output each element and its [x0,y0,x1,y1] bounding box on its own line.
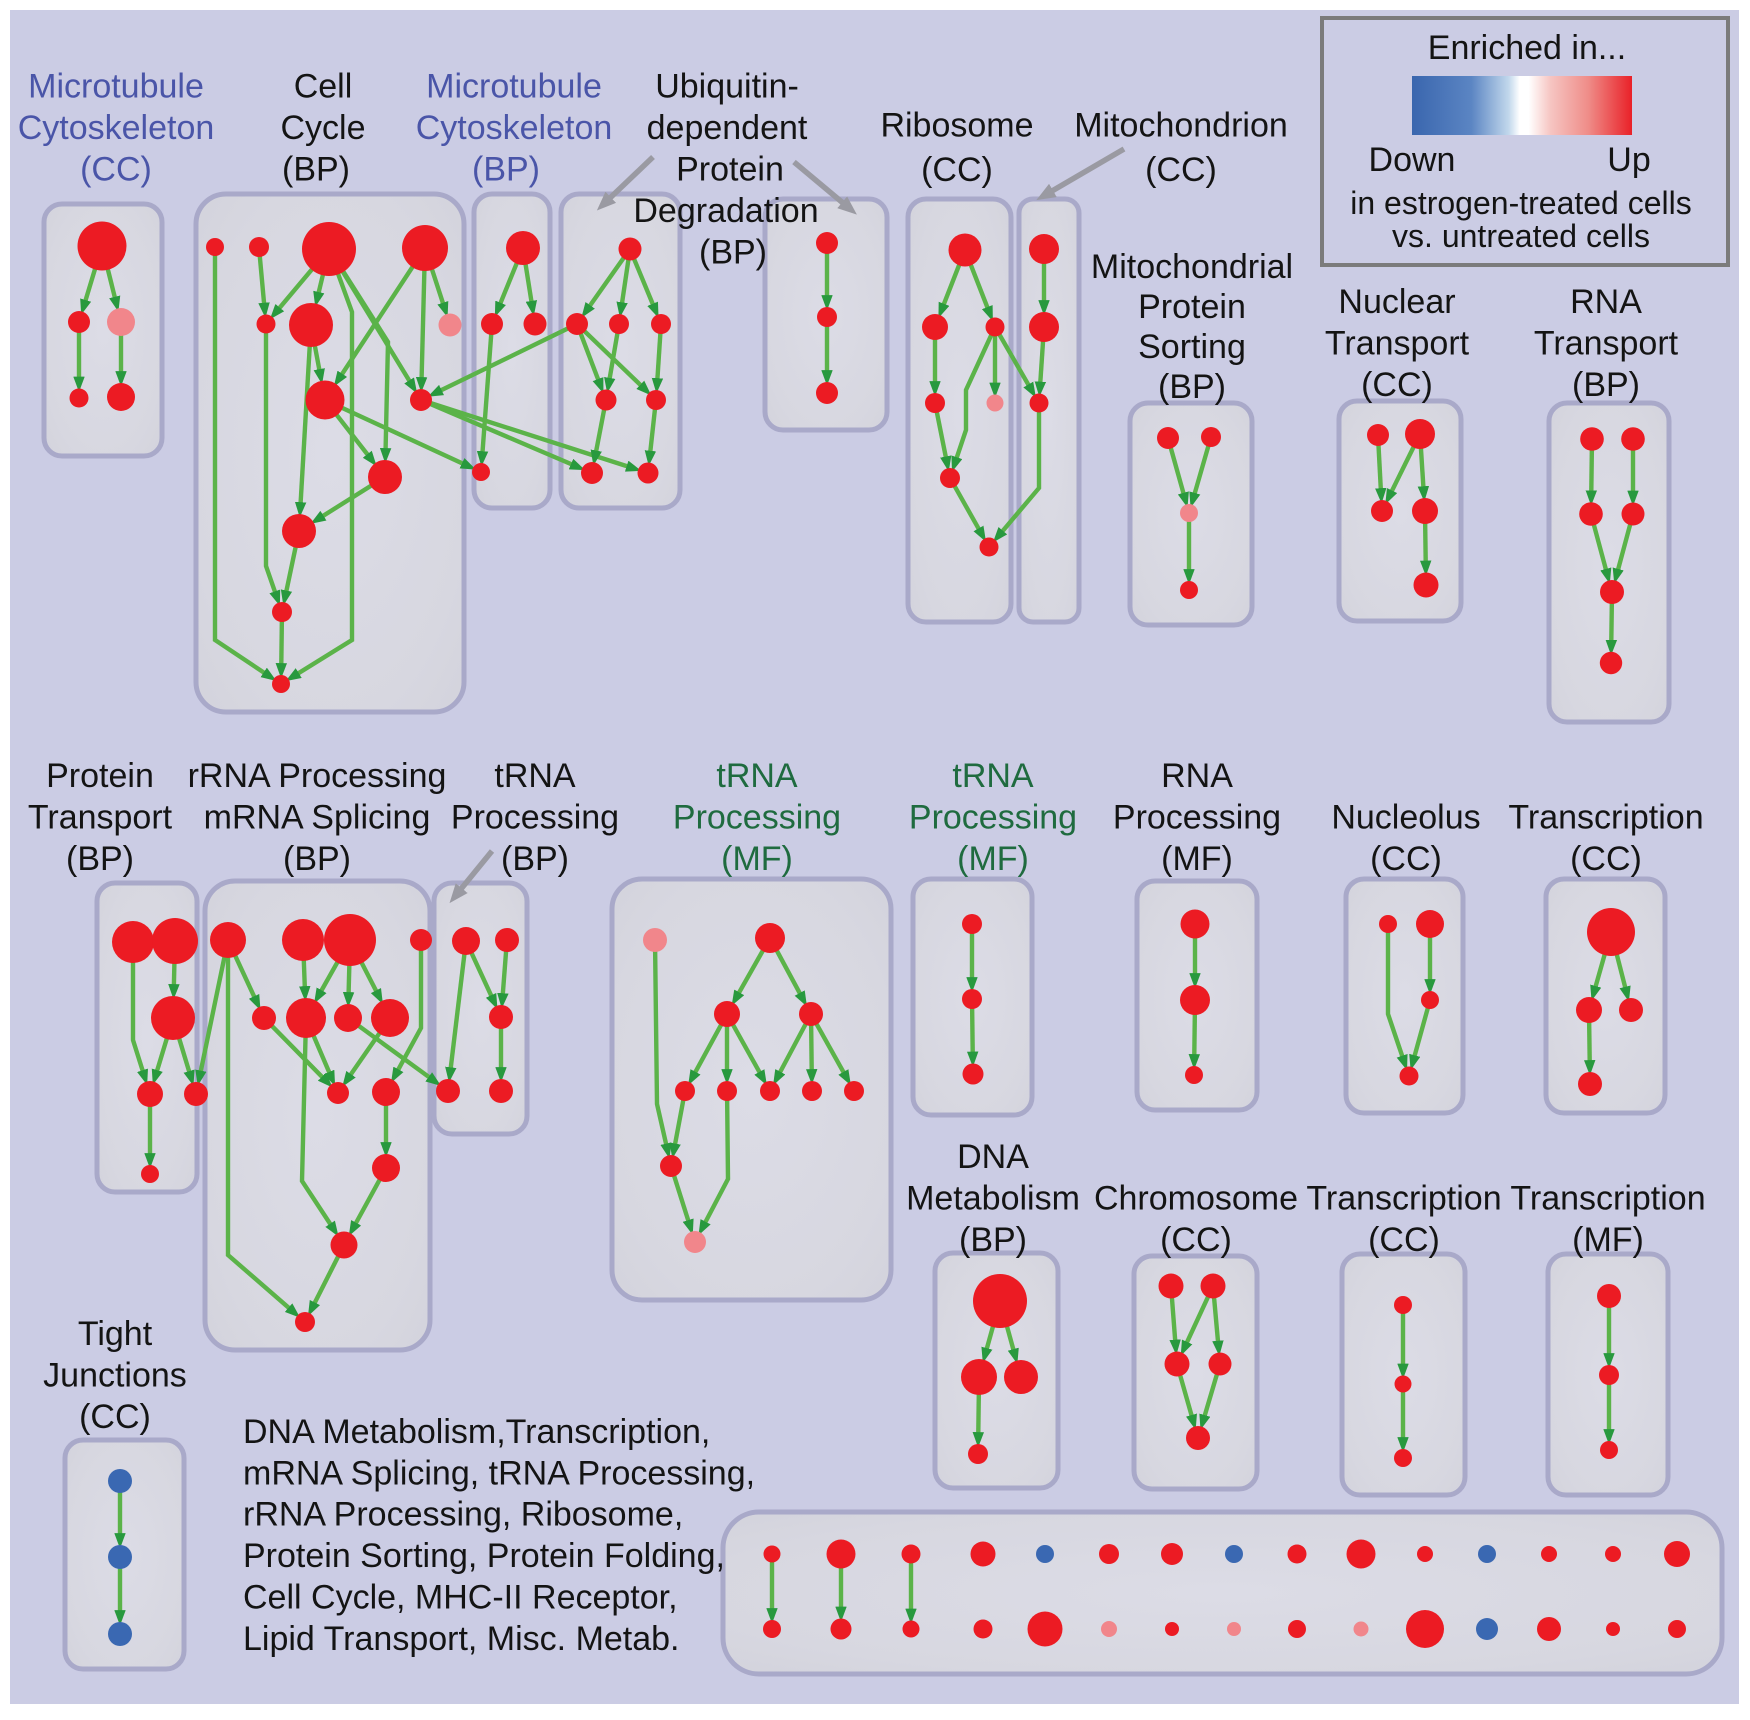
svg-text:(BP): (BP) [283,840,351,878]
svg-text:Up: Up [1607,141,1650,179]
svg-text:tRNA: tRNA [716,757,798,795]
svg-text:dependent: dependent [647,109,808,147]
svg-text:Cytoskeleton: Cytoskeleton [416,109,613,147]
svg-text:(BP): (BP) [282,150,350,188]
svg-text:Protein: Protein [676,150,784,188]
svg-text:Sorting: Sorting [1138,328,1246,366]
svg-text:Ubiquitin-: Ubiquitin- [655,67,799,105]
svg-text:(BP): (BP) [501,840,569,878]
svg-text:tRNA: tRNA [494,757,576,795]
svg-text:mRNA Splicing: mRNA Splicing [204,798,431,836]
svg-text:(CC): (CC) [1361,366,1433,404]
svg-text:Cytoskeleton: Cytoskeleton [18,109,215,147]
svg-text:(MF): (MF) [957,840,1029,878]
svg-text:(CC): (CC) [921,151,993,189]
svg-text:RNA: RNA [1570,283,1642,321]
svg-text:Nucleolus: Nucleolus [1331,798,1480,836]
svg-text:Degradation: Degradation [633,192,818,230]
svg-text:(CC): (CC) [79,1398,151,1436]
svg-text:Transcription: Transcription [1306,1179,1501,1217]
svg-text:Transport: Transport [28,798,173,836]
svg-text:(CC): (CC) [80,150,152,188]
svg-text:(CC): (CC) [1160,1221,1232,1259]
svg-text:Microtubule: Microtubule [28,67,204,105]
svg-text:(MF): (MF) [721,840,793,878]
svg-text:Metabolism: Metabolism [906,1179,1080,1217]
svg-text:Enriched in...: Enriched in... [1428,29,1626,67]
svg-text:DNA: DNA [957,1138,1029,1176]
svg-text:(MF): (MF) [1572,1221,1644,1259]
svg-text:Protein: Protein [1138,288,1246,326]
svg-text:Cycle: Cycle [280,109,365,147]
svg-text:Lipid Transport, Misc. Metab.: Lipid Transport, Misc. Metab. [243,1620,680,1658]
svg-text:Processing: Processing [1113,798,1281,836]
svg-text:Transport: Transport [1325,324,1470,362]
svg-text:(BP): (BP) [472,150,540,188]
svg-text:Transport: Transport [1534,324,1679,362]
svg-text:DNA Metabolism,Transcription,: DNA Metabolism,Transcription, [243,1413,710,1451]
svg-text:Mitochondrion: Mitochondrion [1074,106,1288,144]
svg-text:(BP): (BP) [1572,366,1640,404]
svg-text:(BP): (BP) [66,840,134,878]
svg-text:Microtubule: Microtubule [426,67,602,105]
svg-text:Chromosome: Chromosome [1094,1179,1298,1217]
svg-text:Cell: Cell [294,67,353,105]
svg-text:Transcription: Transcription [1510,1179,1705,1217]
svg-text:rRNA Processing, Ribosome,: rRNA Processing, Ribosome, [243,1496,683,1534]
svg-text:Processing: Processing [451,798,619,836]
svg-text:Nuclear: Nuclear [1338,283,1455,321]
svg-text:(BP): (BP) [699,233,767,271]
svg-text:mRNA Splicing, tRNA Processing: mRNA Splicing, tRNA Processing, [243,1454,755,1492]
svg-text:rRNA Processing: rRNA Processing [188,757,447,795]
svg-text:Ribosome: Ribosome [880,106,1033,144]
svg-text:(BP): (BP) [959,1221,1027,1259]
svg-text:in estrogen-treated cells: in estrogen-treated cells [1350,185,1692,221]
svg-text:Tight: Tight [78,1315,153,1353]
svg-text:Cell Cycle, MHC-II Receptor,: Cell Cycle, MHC-II Receptor, [243,1579,678,1617]
svg-text:Mitochondrial: Mitochondrial [1091,248,1293,286]
svg-text:Down: Down [1369,141,1456,179]
svg-text:RNA: RNA [1161,757,1233,795]
svg-text:(BP): (BP) [1158,368,1226,406]
svg-text:Processing: Processing [673,798,841,836]
svg-text:(CC): (CC) [1570,840,1642,878]
svg-text:Protein Sorting, Protein Foldi: Protein Sorting, Protein Folding, [243,1537,725,1575]
svg-text:Processing: Processing [909,798,1077,836]
svg-text:Protein: Protein [46,757,154,795]
svg-text:Junctions: Junctions [43,1356,187,1394]
svg-text:tRNA: tRNA [952,757,1034,795]
svg-text:Transcription: Transcription [1508,798,1703,836]
svg-text:vs. untreated cells: vs. untreated cells [1392,218,1650,254]
svg-text:(MF): (MF) [1161,840,1233,878]
svg-text:(CC): (CC) [1368,1221,1440,1259]
svg-text:(CC): (CC) [1145,151,1217,189]
svg-text:(CC): (CC) [1370,840,1442,878]
